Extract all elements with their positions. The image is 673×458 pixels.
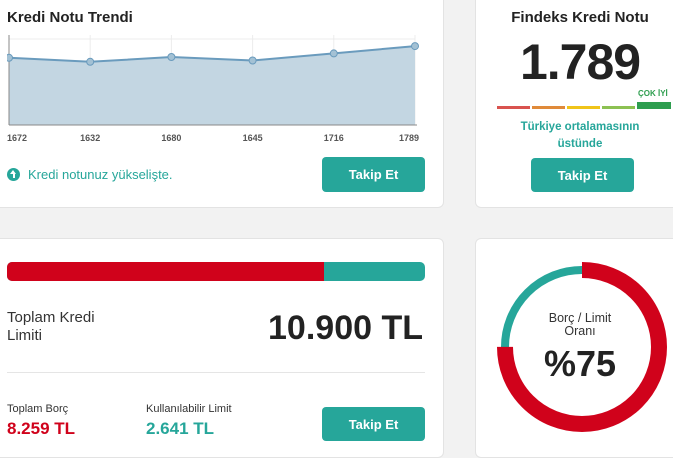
trend-area: [9, 46, 415, 125]
limit-usage-fill: [7, 262, 324, 281]
ratio-value: %75: [543, 343, 617, 384]
available-limit-value: 2.641 TL: [146, 419, 215, 438]
trend-point: [86, 57, 95, 66]
credit-trend-card: Kredi Notu Trendi 1672 1632 1680 1645 1716 17…: [0, 0, 444, 208]
limit-usage-bar: [7, 262, 425, 281]
ratio-label-line1: Borç / Limit: [548, 311, 612, 325]
score-follow-button[interactable]: Takip Et: [531, 158, 634, 192]
limit-value: 10.900 TL: [268, 309, 423, 347]
score-scale-label: ÇOK İYİ: [638, 89, 668, 98]
scale-segment-very-bad: [497, 106, 530, 109]
trend-point: [411, 42, 419, 51]
scale-segment-very-good: [637, 102, 671, 109]
ratio-label-line2: Oranı: [564, 324, 596, 338]
trend-note: Kredi notunuz yükselişte.: [7, 167, 173, 182]
trend-chart: 1672 1632 1680 1645 1716 1789: [7, 35, 419, 143]
trend-line: [8, 45, 416, 63]
trend-point: [167, 53, 176, 61]
scale-segment-bad: [532, 106, 565, 109]
score-description-line1: Türkiye ortalamasının: [520, 121, 640, 133]
x-tick-label: 1672: [7, 133, 27, 143]
trend-point: [248, 56, 257, 65]
ratio-label: Borç / Limit Oranı: [476, 312, 673, 338]
debt-label: Toplam Borç: [7, 403, 69, 415]
limit-label: Toplam Kredi Limiti: [7, 309, 95, 345]
scale-segment-medium: [567, 106, 600, 109]
x-tick-label: 1716: [324, 133, 344, 143]
limit-divider: [7, 372, 425, 373]
scale-segment-good: [602, 106, 635, 109]
score-value: 1.789: [519, 34, 641, 90]
trend-follow-button[interactable]: Takip Et: [322, 157, 425, 192]
trend-title: Kredi Notu Trendi: [7, 9, 133, 26]
x-tick-label: 1632: [80, 133, 100, 143]
limit-label-line2: Limiti: [7, 327, 43, 344]
credit-limit-card: Toplam Kredi Limiti 10.900 TL Toplam Bor…: [0, 238, 444, 458]
x-tick-label: 1789: [399, 133, 419, 143]
score-title: Findeks Kredi Notu: [511, 9, 649, 26]
trend-note-text: Kredi notunuz yükselişte.: [28, 167, 173, 182]
arrow-up-circle-icon: [7, 168, 20, 181]
x-tick-label: 1680: [161, 133, 181, 143]
available-limit-label: Kullanılabilir Limit: [146, 403, 232, 415]
trend-point: [7, 53, 13, 62]
debt-value: 8.259 TL: [7, 419, 76, 438]
findeks-score-card: Findeks Kredi Notu 1.789 ÇOK İYİ Türkiye…: [475, 0, 673, 208]
score-scale: [497, 102, 673, 109]
x-tick-label: 1645: [243, 133, 263, 143]
score-description: Türkiye ortalamasının üstünde: [476, 119, 673, 153]
ratio-arc: [497, 262, 667, 432]
score-description-line2: üstünde: [557, 138, 603, 150]
debt-ratio-card: Borç / Limit Oranı %75: [475, 238, 673, 458]
limit-follow-button[interactable]: Takip Et: [322, 407, 425, 441]
limit-label-line1: Toplam Kredi: [7, 309, 95, 326]
trend-point: [329, 49, 338, 58]
debt-ratio-donut: [497, 262, 667, 432]
